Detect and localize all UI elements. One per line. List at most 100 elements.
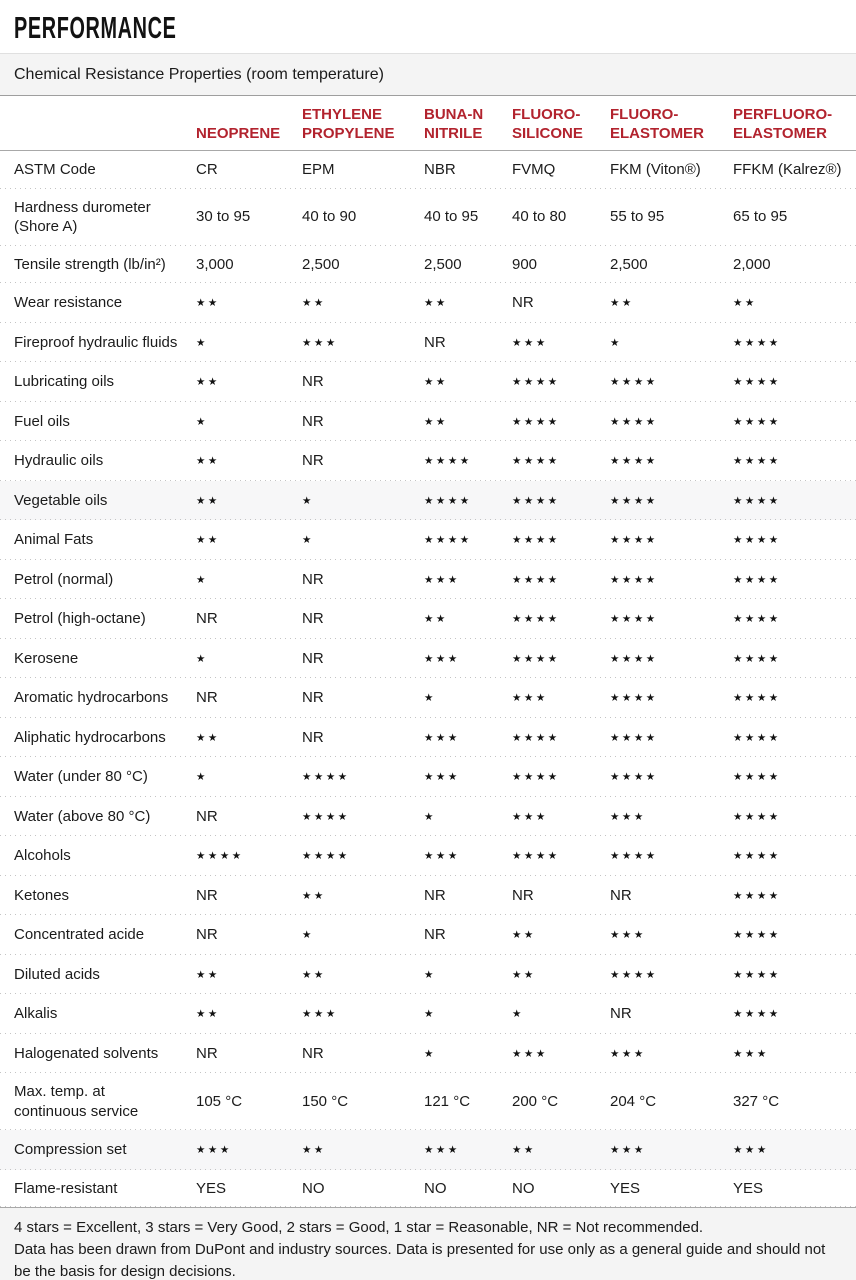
- table-cell: NO: [498, 1170, 596, 1208]
- table-cell: NR: [498, 284, 596, 322]
- row-label: Tensile strength (lb/in²): [14, 255, 166, 273]
- table-cell: NR: [288, 640, 410, 678]
- cell-value: NBR: [424, 161, 456, 178]
- table-cell: ★★★★: [498, 560, 596, 600]
- table-cell: NO: [288, 1170, 410, 1208]
- table-cell: ★: [410, 797, 498, 837]
- table-cell: 121 °C: [410, 1083, 498, 1121]
- table-cell: ★★★★: [498, 402, 596, 442]
- star-rating-1: ★: [302, 534, 314, 546]
- table-cell: ★★★★: [719, 915, 856, 955]
- table-cell: ★★★: [288, 994, 410, 1034]
- table-footnote: 4 stars = Excellent, 3 stars = Very Good…: [0, 1207, 856, 1280]
- star-rating-4: ★★★★: [424, 494, 472, 507]
- star-rating-4: ★★★★: [733, 731, 781, 744]
- table-row-alkalis: Alkalis ★★ ★★★ ★ ★ NR ★★★★: [0, 994, 856, 1034]
- star-rating-3: ★★★: [610, 1144, 646, 1156]
- table-cell: ★: [182, 560, 288, 600]
- star-rating-4: ★★★★: [733, 494, 781, 507]
- table-cell: NR: [288, 403, 410, 441]
- cell-value: 204 °C: [610, 1092, 657, 1110]
- star-rating-1: ★: [196, 336, 208, 349]
- section-subtitle: Chemical Resistance Properties (room tem…: [14, 66, 384, 83]
- table-row-hardness-durometer-shore-a: Hardness durometer (Shore A) 30 to 95 40 to…: [0, 188, 856, 246]
- table-row-flame-resistant: Flame-resistant YES NO NO NO YES YES: [0, 1169, 856, 1208]
- cell-value: NR: [302, 570, 324, 588]
- star-rating-4: ★★★★: [610, 415, 658, 428]
- table-cell: 2,000: [719, 246, 856, 284]
- table-cell: ★★★★: [596, 718, 719, 758]
- star-rating-2: ★★: [196, 455, 220, 467]
- table-cell: ★★★★: [719, 402, 856, 442]
- table-cell: ★★★★: [719, 836, 856, 876]
- star-rating-2: ★★: [196, 494, 220, 507]
- row-label: Lubricating oils: [14, 373, 115, 390]
- table-cell: FKM (Viton®): [596, 151, 719, 189]
- star-rating-2: ★★: [424, 376, 448, 388]
- star-rating-4: ★★★★: [512, 771, 560, 783]
- table-cell: ★★★★: [288, 797, 410, 837]
- table-row-max-temp-at-continuous-service: Max. temp. at continuous service 105 °C 150…: [0, 1073, 856, 1130]
- star-rating-4: ★★★★: [733, 613, 781, 625]
- table-cell: ★★: [182, 362, 288, 402]
- star-rating-4: ★★★★: [733, 968, 781, 981]
- table-cell: ★★★★: [719, 520, 856, 560]
- table-cell: ★★★★: [719, 362, 856, 402]
- table-cell: ★★★★: [719, 678, 856, 718]
- table-cell: ★★★: [719, 1034, 856, 1074]
- table-cell: NR: [410, 324, 498, 362]
- star-rating-2: ★★: [196, 376, 220, 388]
- star-rating-2: ★★: [512, 1144, 536, 1156]
- table-cell: ★: [596, 323, 719, 363]
- table-cell: CR: [182, 151, 288, 189]
- cell-value: 105 °C: [196, 1092, 243, 1110]
- column-header-ethylene-propylene: ETHYLENE PROPYLENE: [302, 106, 395, 142]
- cell-value: FFKM (Kalrez®): [733, 161, 842, 178]
- star-rating-4: ★★★★: [610, 494, 658, 507]
- table-row-hydraulic-oils: Hydraulic oils ★★ NR ★★★★ ★★★★ ★★★★ ★★★★: [0, 441, 856, 481]
- star-rating-4: ★★★★: [610, 968, 658, 981]
- cell-value: FVMQ: [512, 161, 556, 178]
- table-cell: 105 °C: [182, 1083, 288, 1121]
- table-cell: ★: [182, 402, 288, 442]
- cell-value: NR: [512, 886, 534, 904]
- table-cell: ★★★★: [596, 402, 719, 442]
- table-cell: NR: [288, 442, 410, 480]
- cell-value: FKM (Viton®): [610, 161, 701, 178]
- table-cell: ★★★★: [719, 560, 856, 600]
- star-rating-2: ★★: [302, 968, 326, 981]
- table-row-fireproof-hydraulic-fluids: Fireproof hydraulic fluids ★ ★★★ NR ★★★ ★ ★★★★: [0, 322, 856, 363]
- row-label: Flame-resistant: [14, 1179, 118, 1197]
- table-cell: ★★★★: [719, 718, 856, 758]
- table-cell: EPM: [288, 151, 410, 189]
- table-cell: ★★★★: [719, 639, 856, 679]
- cell-value: NO: [512, 1179, 535, 1197]
- table-body: ASTM Code CR EPM NBR FVMQ FKM (Viton®) FFKM (K…: [0, 151, 856, 1207]
- cell-value: YES: [733, 1179, 764, 1197]
- table-row-petrol-high-octane: Petrol (high-octane) NR NR ★★ ★★★★ ★★★★ ★★★★: [0, 599, 856, 639]
- star-rating-4: ★★★★: [512, 415, 560, 428]
- cell-value: NO: [302, 1179, 325, 1197]
- star-rating-4: ★★★★: [512, 731, 560, 744]
- cell-value: 2,000: [733, 255, 771, 273]
- cell-value: YES: [610, 1179, 641, 1197]
- table-cell: ★: [182, 639, 288, 679]
- star-rating-4: ★★★★: [610, 534, 658, 546]
- row-label: Diluted acids: [14, 965, 100, 983]
- cell-value: NR: [196, 886, 218, 904]
- table-cell: NR: [288, 561, 410, 599]
- star-rating-4: ★★★★: [424, 455, 472, 467]
- cell-value: 150 °C: [302, 1092, 349, 1110]
- table-row-compression-set: Compression set ★★★ ★★ ★★★ ★★ ★★★ ★★★: [0, 1130, 856, 1170]
- cell-value: NR: [196, 689, 218, 706]
- star-rating-3: ★★★: [610, 929, 646, 941]
- star-rating-4: ★★★★: [512, 850, 560, 862]
- star-rating-4: ★★★★: [302, 810, 350, 823]
- table-cell: NR: [182, 877, 288, 915]
- table-cell: ★★★★: [596, 639, 719, 679]
- cell-value: 65 to 95: [733, 208, 788, 226]
- table-cell: ★★★★: [410, 481, 498, 521]
- star-rating-3: ★★★: [512, 1047, 548, 1060]
- table-cell: 204 °C: [596, 1083, 719, 1121]
- star-rating-3: ★★★: [512, 810, 548, 823]
